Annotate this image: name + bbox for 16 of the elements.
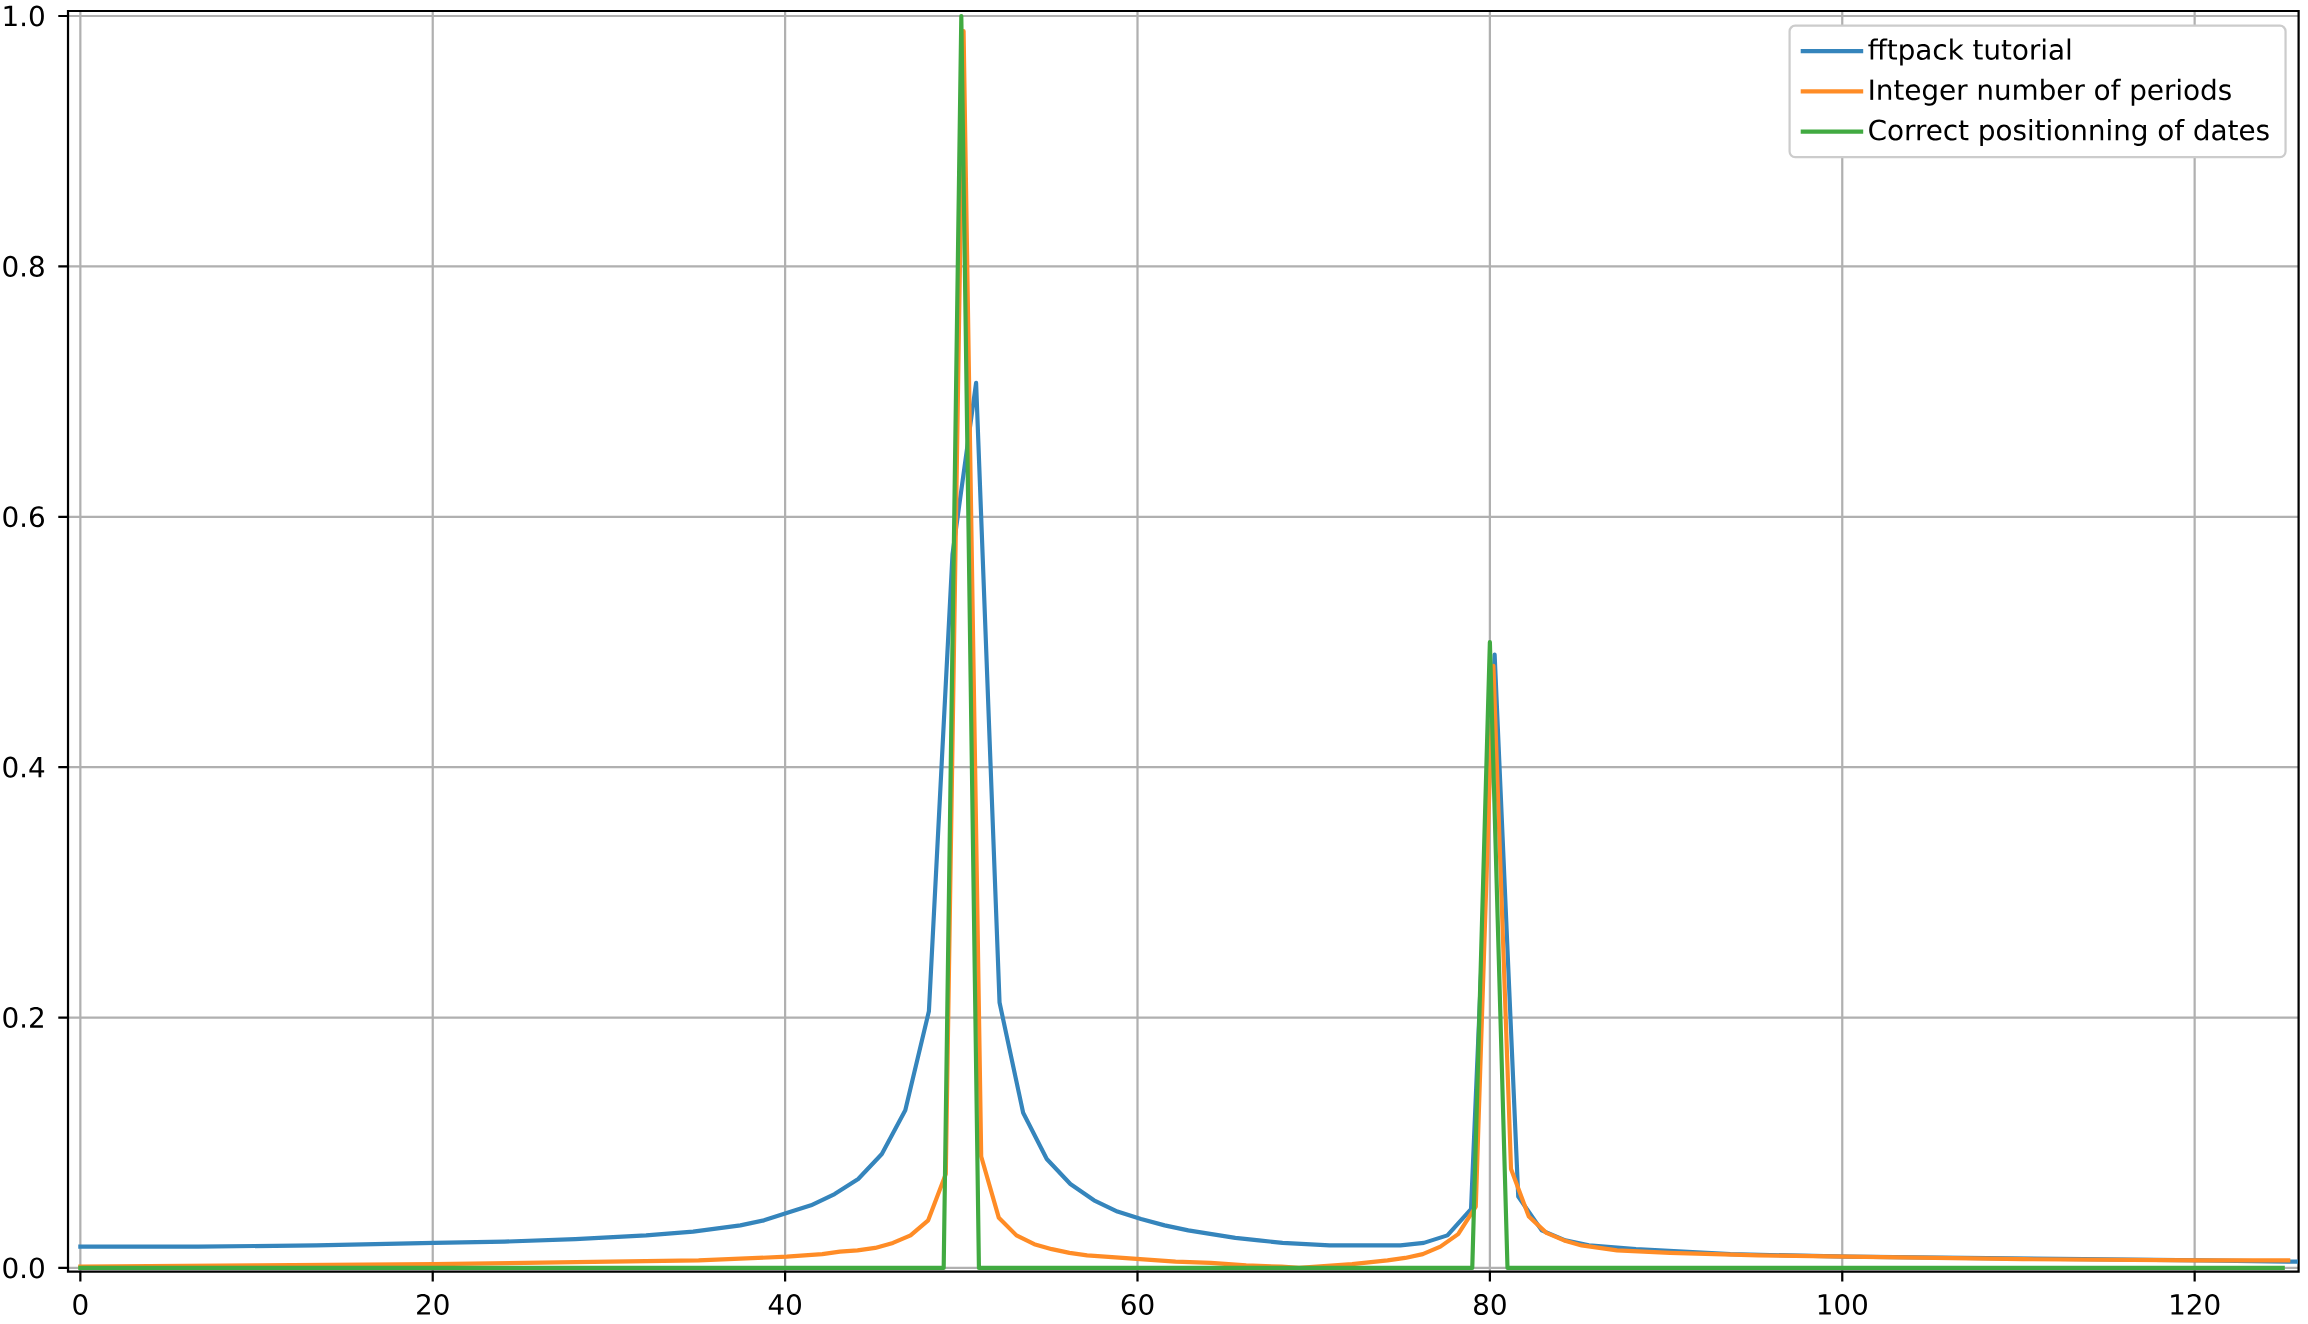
- x-tick-label: 40: [768, 1293, 801, 1316]
- x-tick-label: 0: [73, 1293, 88, 1316]
- x-tick-label: 20: [417, 1293, 449, 1316]
- x-tick-label: 120: [2171, 1293, 2220, 1316]
- y-tick-label: 0.0: [3, 1257, 44, 1279]
- legend-label: fftpack tutorial: [1868, 38, 2071, 66]
- y-tick-label: 1.0: [4, 5, 44, 27]
- legend-label: Integer number of periods: [1870, 78, 2231, 106]
- y-tick-label: 0.6: [3, 506, 44, 528]
- y-tick-label: 0.4: [3, 756, 45, 778]
- y-tick-label: 0.2: [3, 1007, 43, 1029]
- x-tick-label: 60: [1121, 1293, 1154, 1316]
- y-tick-label: 0.8: [3, 255, 44, 277]
- legend-label: Correct positionning of dates: [1869, 119, 2269, 146]
- x-tick-label: 100: [1818, 1293, 1867, 1316]
- x-tick-label: 80: [1474, 1293, 1506, 1316]
